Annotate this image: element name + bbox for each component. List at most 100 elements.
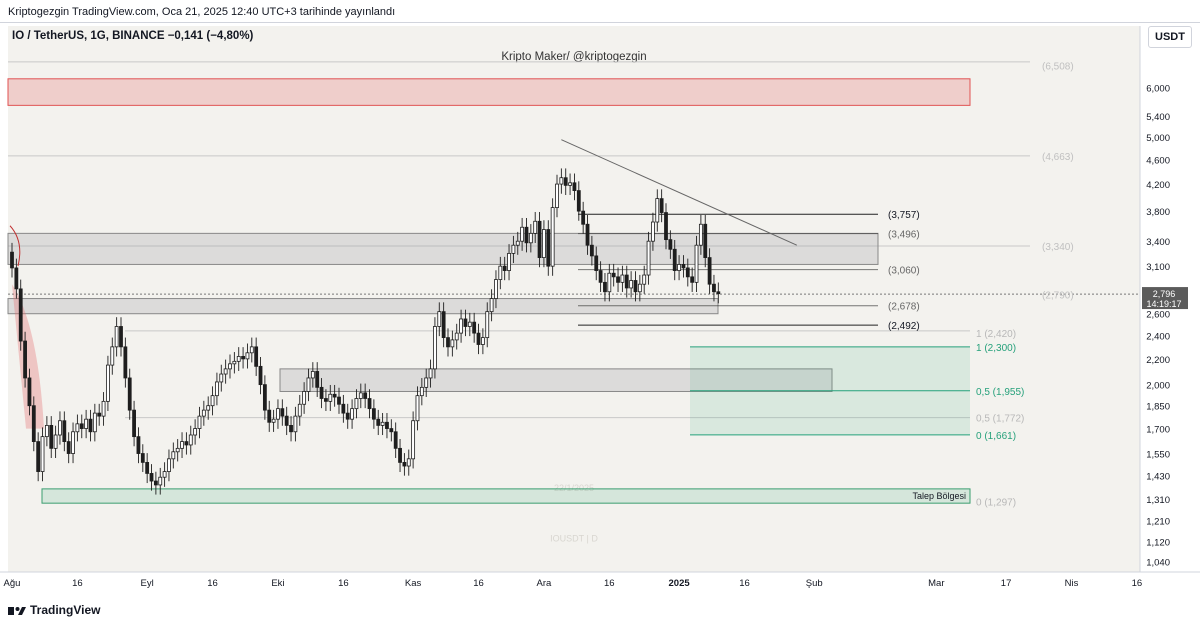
candle-body [354,398,359,410]
candle-body [616,276,620,283]
candle-body [659,198,664,213]
x-tick-label: 16 [604,578,615,589]
demand-zone-box [41,488,971,504]
candle-body [175,447,180,453]
candle-body [132,409,136,438]
candle-body [393,431,398,449]
candle-body [193,428,198,436]
x-tick-label: Eyl [141,578,154,589]
candle-body [446,337,450,348]
candle-body [332,393,337,398]
tradingview-logo[interactable]: TradingView [8,603,100,617]
symbol-line[interactable]: IO / TetherUS, 1G, BINANCE −0,141 (−4,80… [12,30,254,42]
price-countdown: 14:19:17 [1146,299,1181,309]
candle-body [223,368,228,375]
candle-body [559,177,564,185]
candle-body [459,318,463,334]
y-tick-label: 5,000 [1146,133,1170,144]
candle-body [441,311,446,339]
candle-body [284,415,289,426]
right-level-label: (2,790) [1042,291,1074,302]
y-tick-label: 1,430 [1146,471,1170,482]
candle-body [328,393,333,402]
watermark-date: 22/1/2025 [554,483,594,493]
candle-body [14,267,19,290]
tradingview-logo-icon [8,607,26,615]
candle-body [677,264,681,271]
candle-body [315,371,320,388]
x-tick-label: Mar [928,578,944,589]
y-tick-label: 3,800 [1146,207,1170,218]
y-tick-label: 1,850 [1146,402,1170,413]
candle-body [197,415,202,429]
candle-body [66,441,71,454]
candle-body [402,461,407,467]
candle-body [672,248,677,271]
candle-body [249,346,254,354]
candle-body [145,461,150,474]
candle-body [664,212,668,241]
grey-zone-2050 [279,368,833,392]
x-tick-label: 16 [72,578,83,589]
candle-body [18,288,23,342]
candle-body [158,476,163,486]
level-label: (3,060) [888,266,920,277]
candle-body [180,441,184,449]
candle-body [528,232,533,244]
candle-body [293,415,298,433]
candle-body [589,244,594,257]
candle-body [350,408,354,420]
candle-body [31,405,36,442]
candle-body [254,346,259,367]
candle-body [428,368,433,379]
x-tick-label: Şub [806,578,823,589]
price-chart[interactable]: Kripto Maker/ @kriptogezgin 22/1/2025 IOUS… [0,0,1200,602]
candle-body [646,240,651,276]
descending-trendline [561,139,798,246]
time-axis-background [0,572,1200,602]
candle-body [123,346,128,379]
candle-body [415,395,420,422]
candle-body [546,229,551,267]
candle-body [367,398,372,410]
candle-body [228,363,232,370]
x-tick-label: 16 [207,578,218,589]
fib-label: 0 (1,661) [976,431,1016,442]
right-level-label: (4,663) [1042,152,1074,163]
candle-body [162,471,167,478]
tradingview-logo-text: TradingView [30,603,101,617]
candle-body [62,420,67,442]
candle-body [110,346,115,366]
candle-body [319,386,324,399]
candle-body [576,190,581,212]
y-tick-label: 5,400 [1146,112,1170,123]
candle-body [136,436,141,454]
candle-body [498,265,503,280]
candle-body [633,280,638,293]
demand-zone-label: Talep Bölgesi [912,491,966,501]
candle-body [620,274,625,283]
candle-body [655,198,660,223]
candle-body [88,418,93,433]
candle-body [472,321,477,334]
currency-button[interactable]: USDT [1148,26,1192,48]
candle-body [58,420,62,436]
candle-body [371,408,376,420]
watermark-symbol: IOUSDT | D [550,533,598,543]
candle-body [668,239,673,250]
candle-body [337,396,341,405]
candle-body [106,364,110,402]
candle-body [79,423,84,429]
candle-body [84,418,89,429]
candle-body [167,458,171,472]
candle-body [119,326,123,348]
current-price-value: 2,796 [1153,289,1176,299]
fib-label: 0,5 (1,955) [976,387,1024,398]
level-label: (3,757) [888,210,920,221]
candle-body [49,425,54,449]
candle-body [101,400,106,417]
y-tick-label: 4,200 [1146,180,1170,191]
candle-body [276,408,280,420]
candle-body [232,360,237,365]
level-label: (3,496) [888,230,920,241]
